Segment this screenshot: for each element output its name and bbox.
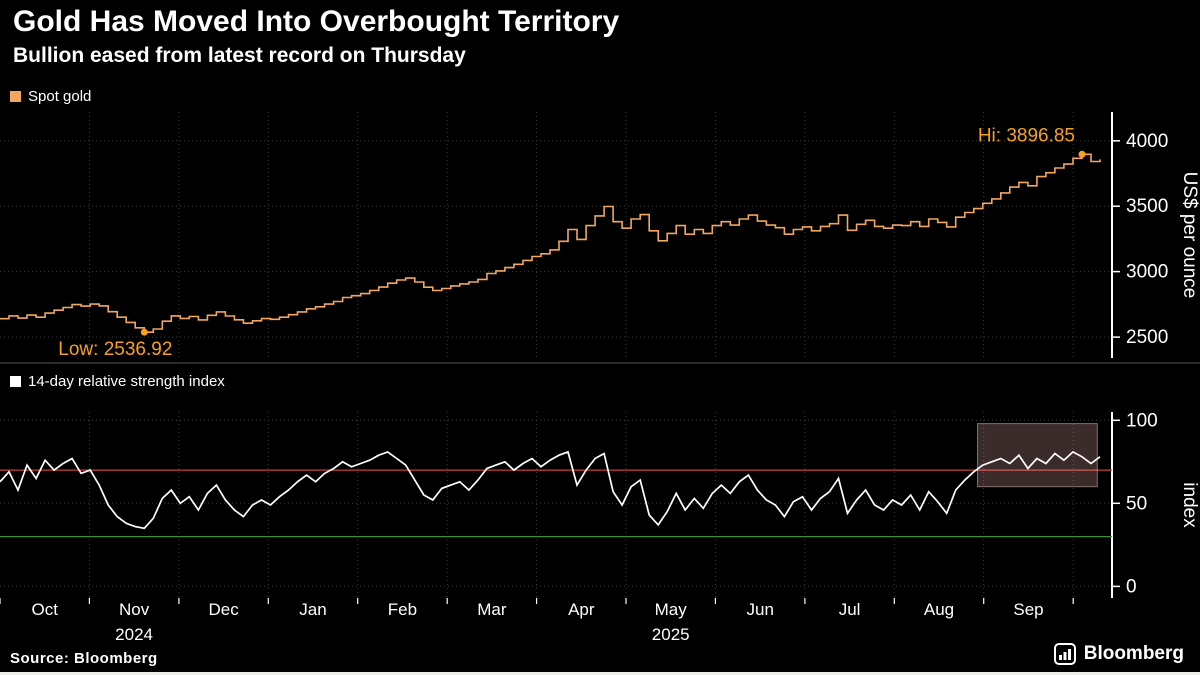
y-tick-label-gold: 3000 xyxy=(1126,262,1168,283)
high-point-marker xyxy=(1078,150,1086,158)
footer-divider xyxy=(0,672,1200,675)
y-tick-label-rsi: 0 xyxy=(1126,576,1137,597)
rsi-line xyxy=(0,450,1101,530)
x-axis-month-may: May xyxy=(655,600,688,619)
y-tick-label-gold: 3500 xyxy=(1126,196,1168,217)
y-tick-label-rsi: 100 xyxy=(1126,410,1158,431)
x-axis-month-dec: Dec xyxy=(208,600,239,619)
y-tick-label-gold: 2500 xyxy=(1126,327,1168,348)
spot-gold-swatch-icon xyxy=(10,91,21,102)
low-annotation: Low: 2536.92 xyxy=(58,339,172,360)
source-attribution: Source: Bloomberg xyxy=(10,650,158,667)
bloomberg-logo-text: Bloomberg xyxy=(1083,643,1184,664)
x-axis-month-jun: Jun xyxy=(746,600,773,619)
low-point-marker xyxy=(140,328,148,336)
legend-spot-gold: Spot gold xyxy=(10,88,91,105)
bloomberg-logo: Bloomberg xyxy=(1053,643,1184,665)
x-axis-month-jul: Jul xyxy=(839,600,861,619)
legend-rsi-label: 14-day relative strength index xyxy=(28,373,225,390)
x-axis-month-mar: Mar xyxy=(477,600,507,619)
x-axis-month-sep: Sep xyxy=(1013,600,1043,619)
x-axis-month-apr: Apr xyxy=(568,600,595,619)
page-title: Gold Has Moved Into Overbought Territory xyxy=(13,5,620,38)
charts-canvas: 2500 3000 3500 4000 0 50 100 Oct Nov Dec Jan Feb Mar… xyxy=(0,112,1200,644)
page-subtitle: Bullion eased from latest record on Thur… xyxy=(13,44,466,67)
bloomberg-logo-icon xyxy=(1053,643,1076,665)
x-axis-year-2025: 2025 xyxy=(652,625,690,644)
x-axis-month-aug: Aug xyxy=(924,600,954,619)
x-axis-month-feb: Feb xyxy=(388,600,417,619)
rsi-y-axis-title: index xyxy=(1179,482,1200,528)
x-axis-month-oct: Oct xyxy=(31,600,58,619)
x-axis-year-2024: 2024 xyxy=(115,625,153,644)
gold-price-line xyxy=(0,153,1101,333)
legend-rsi: 14-day relative strength index xyxy=(10,373,225,390)
x-axis-month-jan: Jan xyxy=(299,600,326,619)
high-annotation: Hi: 3896.85 xyxy=(978,125,1075,146)
legend-spot-gold-label: Spot gold xyxy=(28,88,92,105)
y-tick-label-gold: 4000 xyxy=(1126,131,1168,152)
gold-y-axis-title: US$ per ounce xyxy=(1179,172,1200,299)
rsi-swatch-icon xyxy=(10,376,21,387)
y-tick-label-rsi: 50 xyxy=(1126,493,1147,514)
x-axis-month-nov: Nov xyxy=(119,600,150,619)
